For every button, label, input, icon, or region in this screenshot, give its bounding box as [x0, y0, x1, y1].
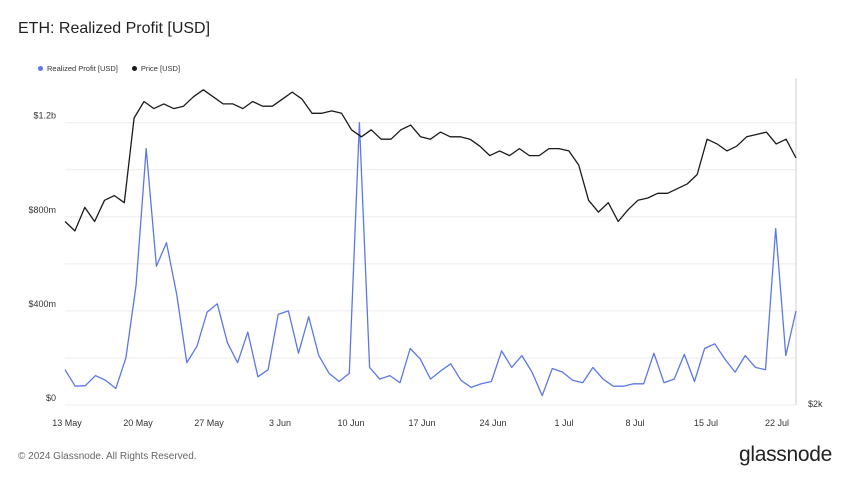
x-axis-tick-label: 10 Jun [337, 418, 364, 428]
right-axis-tick-label: $2k [808, 399, 823, 409]
x-axis-tick-label: 20 May [123, 418, 153, 428]
x-axis-tick-label: 24 Jun [479, 418, 506, 428]
legend-label-realized-profit: Realized Profit [USD] [47, 64, 118, 73]
x-axis-tick-label: 22 Jul [765, 418, 789, 428]
legend-dot-price [131, 66, 137, 71]
copyright-text: © 2024 Glassnode. All Rights Reserved. [18, 451, 197, 462]
x-axis-tick-label: 3 Jun [269, 418, 291, 428]
x-axis-tick-label: 17 Jun [408, 418, 435, 428]
x-axis-tick-label: 15 Jul [694, 418, 718, 428]
x-axis-tick-label: 1 Jul [554, 418, 573, 428]
x-axis-tick-label: 27 May [194, 418, 224, 428]
y-axis-tick-label: $400m [28, 299, 56, 309]
legend-item-price[interactable]: Price [USD] [131, 64, 181, 73]
series-line-realized-profit [64, 122, 797, 397]
x-axis-tick-label: 13 May [52, 418, 82, 428]
legend-label-price: Price [USD] [140, 64, 181, 73]
x-axis-tick-label: 8 Jul [625, 418, 644, 428]
legend-dot-realized-profit [38, 66, 43, 71]
series-line-price [64, 89, 797, 232]
legend-item-realized-profit[interactable]: Realized Profit [USD] [38, 64, 118, 73]
chart-title: ETH: Realized Profit [USD] [18, 20, 211, 37]
legend: Realized Profit [USD] Price [USD] [38, 64, 180, 73]
y-axis-tick-label: $0 [46, 393, 56, 403]
y-axis-tick-label: $800m [28, 205, 56, 215]
y-axis-tick-label: $1.2b [33, 111, 56, 121]
brand-logo: glassnode [738, 443, 832, 466]
